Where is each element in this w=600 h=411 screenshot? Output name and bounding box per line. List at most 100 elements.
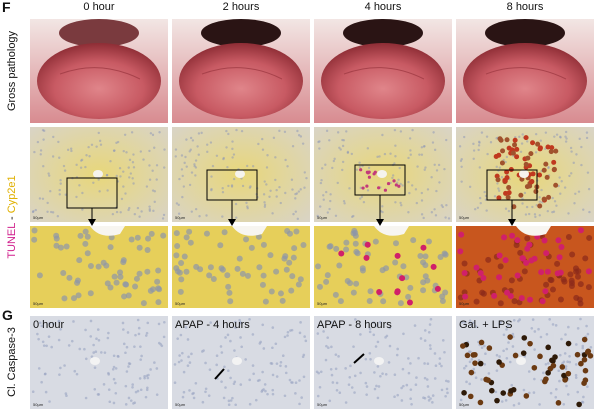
- nucleus: [508, 360, 512, 364]
- caspase-cell: [576, 401, 582, 408]
- cell: [329, 199, 332, 203]
- nucleus: [317, 371, 320, 375]
- nucleus: [573, 294, 580, 301]
- cell: [394, 144, 397, 147]
- cell: [197, 132, 201, 135]
- vessel: [374, 226, 409, 236]
- necrotic-cell: [549, 145, 555, 151]
- nucleus: [67, 344, 71, 347]
- nucleus: [352, 345, 355, 348]
- cell: [473, 207, 477, 211]
- nucleus: [420, 287, 427, 294]
- cell: [241, 184, 245, 188]
- cell: [319, 205, 322, 208]
- nucleus: [564, 333, 567, 336]
- nucleus: [512, 403, 516, 407]
- nucleus: [373, 387, 377, 391]
- cell: [185, 138, 188, 141]
- cell: [81, 191, 84, 195]
- nucleus: [240, 345, 244, 349]
- central-vein: [90, 357, 100, 365]
- nucleus: [59, 327, 62, 331]
- cell: [416, 165, 419, 168]
- nucleus: [163, 320, 166, 324]
- caspase-cell: [552, 354, 558, 360]
- cell: [538, 196, 541, 199]
- cell: [534, 151, 538, 154]
- nucleus: [359, 371, 362, 375]
- tunel-cell: [373, 170, 377, 174]
- cell: [127, 166, 130, 169]
- cell: [161, 217, 165, 220]
- cell: [553, 135, 556, 138]
- liver-lobe: [201, 67, 283, 80]
- nucleus: [229, 376, 232, 380]
- necrotic-cell: [514, 146, 520, 152]
- necrotic-cell: [523, 135, 529, 141]
- cell: [496, 182, 499, 185]
- panel-label: Gal. + LPS: [459, 319, 513, 331]
- necrotic-cell: [504, 137, 510, 143]
- nucleus: [145, 374, 149, 378]
- nucleus: [575, 273, 582, 280]
- nucleus: [204, 361, 207, 365]
- body-cavity: [201, 19, 281, 47]
- cell: [438, 181, 441, 184]
- nucleus: [286, 259, 293, 266]
- nucleus: [208, 368, 212, 371]
- nucleus: [225, 283, 232, 290]
- nucleus: [44, 390, 48, 394]
- cell: [149, 132, 153, 135]
- cell: [262, 193, 266, 196]
- tunel-cell: [496, 274, 503, 281]
- nucleus: [387, 361, 391, 364]
- liver: [179, 43, 303, 119]
- nucleus: [333, 245, 340, 252]
- tunel-cell: [519, 255, 526, 262]
- cell: [336, 131, 340, 134]
- nucleus: [107, 331, 110, 335]
- liver: [37, 43, 161, 119]
- cell: [246, 205, 249, 208]
- nucleus: [400, 386, 403, 390]
- cell: [489, 141, 493, 144]
- nucleus: [410, 402, 413, 406]
- nucleus: [328, 399, 332, 403]
- cell: [38, 197, 42, 200]
- cell: [231, 140, 234, 143]
- cell: [132, 166, 136, 169]
- cell: [485, 135, 489, 138]
- cell: [92, 181, 95, 184]
- nucleus: [471, 321, 475, 325]
- cell: [119, 175, 122, 178]
- cell: [274, 178, 277, 182]
- nucleus: [131, 385, 134, 389]
- cell: [231, 147, 234, 151]
- nucleus: [188, 389, 191, 392]
- row-label: TUNEL - Cyp2e1: [6, 175, 18, 258]
- nucleus: [379, 374, 382, 378]
- nucleus: [107, 244, 114, 251]
- caspase-cell: [581, 336, 588, 343]
- nucleus: [114, 391, 118, 395]
- caspase-cell: [523, 393, 530, 399]
- cell: [393, 128, 397, 132]
- cell: [140, 210, 143, 213]
- nucleus: [40, 380, 43, 384]
- cell: [468, 185, 472, 189]
- nucleus: [186, 228, 193, 235]
- caspase-cell: [477, 399, 484, 406]
- nucleus: [532, 391, 536, 394]
- cell: [435, 169, 439, 172]
- tunel-cell: [509, 232, 516, 239]
- nucleus: [283, 335, 287, 339]
- cell: [316, 214, 319, 218]
- nucleus: [289, 273, 296, 280]
- nucleus: [564, 367, 568, 371]
- cell: [227, 184, 230, 188]
- nucleus: [438, 357, 442, 360]
- nucleus: [147, 287, 154, 294]
- cell: [151, 189, 155, 192]
- nucleus: [413, 324, 417, 327]
- cell: [163, 166, 166, 169]
